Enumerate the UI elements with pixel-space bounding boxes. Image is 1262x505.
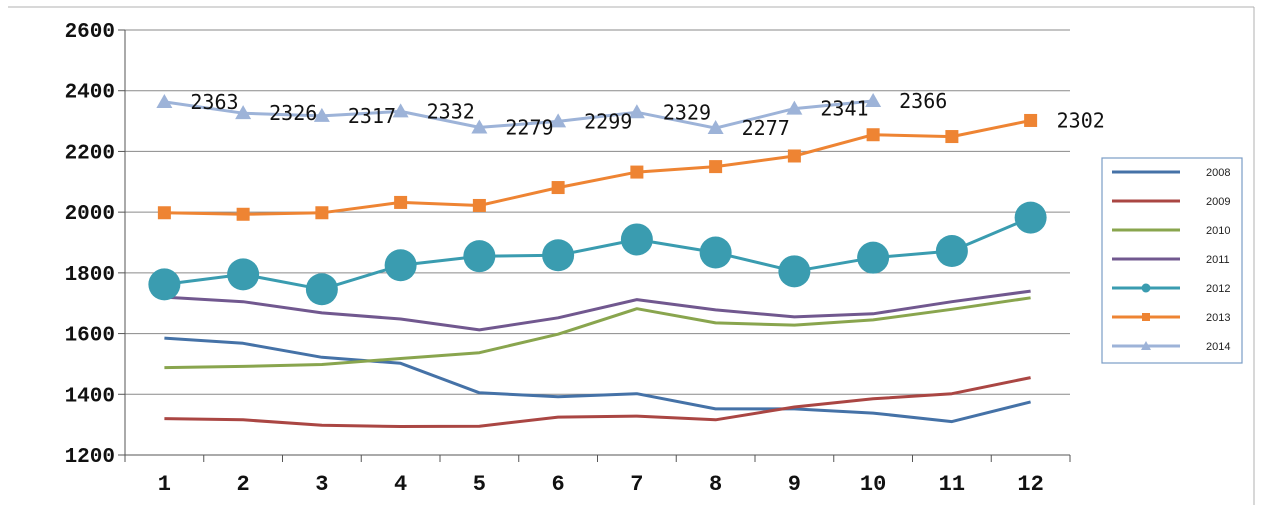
y-tick-label: 1400 [65, 385, 115, 408]
point-2012-5 [463, 240, 496, 273]
point-2013-10 [866, 128, 880, 142]
x-tick-label: 1 [158, 472, 171, 497]
point-2014-10 [865, 93, 882, 108]
data-label: 2299 [584, 109, 632, 133]
y-tick-label: 1200 [65, 446, 115, 469]
point-2013-2 [236, 207, 250, 221]
legend-label-2009: 2009 [1206, 196, 1230, 208]
data-label: 2302 [1057, 108, 1105, 132]
x-tick-label: 9 [788, 472, 801, 497]
point-2014-8 [707, 120, 724, 135]
point-2014-3 [313, 107, 330, 122]
legend-label-2008: 2008 [1206, 167, 1230, 179]
point-2013-4 [394, 195, 408, 209]
point-2014-9 [786, 100, 803, 115]
y-tick-label: 2200 [65, 142, 115, 165]
series-line-2009 [164, 376, 1031, 428]
x-tick-label: 8 [709, 472, 722, 497]
point-2012-2 [227, 258, 260, 291]
point-2012-7 [620, 223, 653, 256]
y-tick-label: 2600 [65, 21, 115, 44]
legend-label-2011: 2011 [1206, 254, 1230, 266]
data-label: 2317 [348, 104, 396, 128]
point-2014-2 [235, 105, 252, 120]
y-tick-label: 1800 [65, 264, 115, 287]
data-label: 2366 [899, 89, 947, 113]
point-2012-4 [384, 249, 417, 282]
legend-label-2010: 2010 [1206, 225, 1230, 237]
data-label: 2341 [820, 97, 868, 121]
x-tick-label: 4 [394, 472, 407, 497]
series-line-2011 [164, 289, 1031, 332]
point-2012-12 [1014, 201, 1047, 234]
point-2012-6 [542, 239, 575, 272]
y-tick-label: 1600 [65, 325, 115, 348]
series-line-2008 [164, 336, 1031, 424]
point-2014-5 [471, 119, 488, 134]
data-label: 2277 [742, 116, 790, 140]
x-tick-label: 10 [860, 472, 886, 497]
data-labels: 2363 2326 2317 2332 2279 2299 2329 2277 2341 2366… [190, 89, 1104, 140]
legend: 2008 2009 2010 2011 2012 2013 2014 [1101, 157, 1243, 364]
legend-label-2014: 2014 [1206, 341, 1230, 353]
legend-label-2012: 2012 [1206, 283, 1230, 295]
series-line-2010 [164, 296, 1031, 370]
legend-label-2013: 2013 [1206, 312, 1230, 324]
data-label: 2332 [427, 99, 475, 123]
x-tick-label: 5 [473, 472, 486, 497]
point-2013-1 [157, 206, 171, 220]
data-label: 2329 [663, 100, 711, 124]
point-2013-5 [472, 198, 486, 212]
point-2013-6 [551, 181, 565, 195]
y-tick-label: 2000 [65, 203, 115, 226]
point-2013-12 [1024, 113, 1038, 127]
x-tick-label: 6 [552, 472, 565, 497]
x-tick-label: 2 [237, 472, 250, 497]
x-tick-label: 12 [1017, 472, 1043, 497]
point-2013-3 [315, 206, 329, 220]
y-tick-label: 2400 [65, 82, 115, 105]
series-line-2014 [164, 99, 874, 130]
point-2013-9 [787, 149, 801, 163]
point-2012-3 [305, 273, 338, 306]
point-2014-7 [628, 104, 645, 119]
data-label: 2279 [505, 115, 553, 139]
legend-marker-2014 [1141, 341, 1151, 350]
point-2013-8 [709, 160, 723, 174]
point-2012-1 [148, 268, 181, 301]
legend-marker-2012 [1141, 283, 1151, 293]
data-label: 2363 [190, 90, 238, 114]
point-2012-10 [857, 241, 890, 274]
point-2014-6 [550, 113, 567, 128]
series-line-2013 [164, 119, 1031, 216]
x-tick-label: 11 [939, 472, 965, 497]
point-2013-11 [945, 130, 959, 144]
legend-marker-2013 [1142, 313, 1150, 321]
point-2014-4 [392, 103, 409, 118]
point-2012-9 [778, 255, 811, 288]
series-group [148, 93, 1047, 428]
point-2012-8 [699, 236, 732, 269]
point-2014-1 [156, 93, 173, 108]
point-2012-11 [935, 235, 968, 267]
x-tick-label: 7 [630, 472, 643, 497]
x-tick-label: 3 [315, 472, 328, 497]
point-2013-7 [630, 165, 644, 179]
data-label: 2326 [269, 101, 317, 125]
